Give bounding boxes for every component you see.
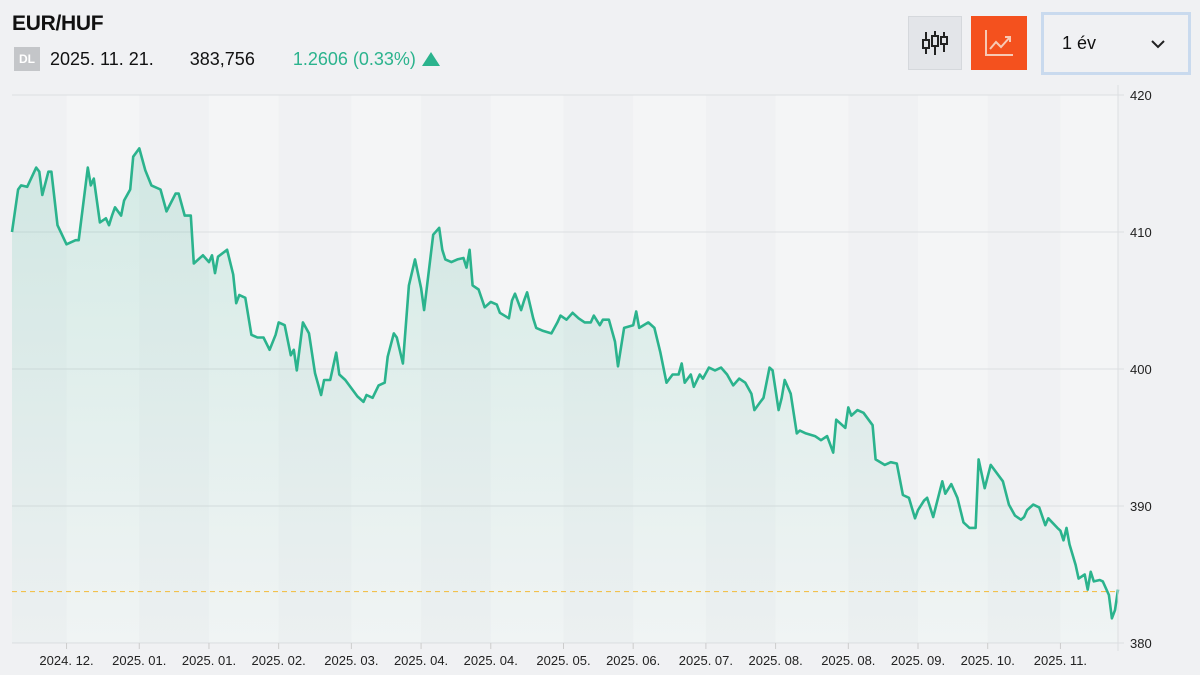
line-chart-icon bbox=[985, 30, 1013, 56]
x-tick-label: 2025. 02. bbox=[252, 653, 306, 668]
x-tick-label: 2025. 10. bbox=[961, 653, 1015, 668]
x-tick-label: 2025. 03. bbox=[324, 653, 378, 668]
x-tick-label: 2025. 06. bbox=[606, 653, 660, 668]
candlestick-chart-icon bbox=[922, 31, 948, 55]
instrument-title: EUR/HUF bbox=[12, 12, 104, 35]
x-tick-label: 2025. 01. bbox=[182, 653, 236, 668]
x-tick-label: 2025. 01. bbox=[112, 653, 166, 668]
candlestick-chart-button[interactable] bbox=[908, 16, 962, 70]
price-line bbox=[10, 147, 1120, 620]
quote-info: DL 2025. 11. 21. 383,756 1.2606 (0.33%) bbox=[14, 47, 440, 71]
x-tick-label: 2025. 05. bbox=[536, 653, 590, 668]
price-area-fill bbox=[12, 148, 1118, 643]
line-chart-button[interactable] bbox=[971, 16, 1027, 70]
chevron-down-icon bbox=[1151, 39, 1165, 48]
y-tick-label: 420 bbox=[1130, 88, 1152, 103]
period-select-value: 1 év bbox=[1062, 33, 1097, 53]
x-tick-label: 2025. 11. bbox=[1034, 653, 1087, 668]
period-select[interactable]: 1 év bbox=[1041, 12, 1191, 75]
x-tick-label: 2025. 08. bbox=[821, 653, 875, 668]
y-tick-label: 410 bbox=[1130, 225, 1152, 240]
quote-date: 2025. 11. 21. bbox=[50, 48, 154, 69]
quote-price: 383,756 bbox=[189, 48, 255, 69]
x-tick-label: 2025. 08. bbox=[748, 653, 802, 668]
x-tick-label: 2025. 04. bbox=[394, 653, 448, 668]
x-tick-label: 2024. 12. bbox=[39, 653, 93, 668]
x-tick-label: 2025. 09. bbox=[891, 653, 945, 668]
arrow-up-icon bbox=[421, 52, 440, 66]
x-tick-label: 2025. 04. bbox=[464, 653, 518, 668]
delay-badge: DL bbox=[14, 47, 40, 71]
x-tick-label: 2025. 07. bbox=[679, 653, 733, 668]
quote-change: 1.2606 (0.33%) bbox=[292, 48, 416, 69]
y-tick-label: 380 bbox=[1130, 636, 1152, 651]
y-tick-label: 400 bbox=[1130, 362, 1152, 377]
y-tick-label: 390 bbox=[1130, 499, 1152, 514]
